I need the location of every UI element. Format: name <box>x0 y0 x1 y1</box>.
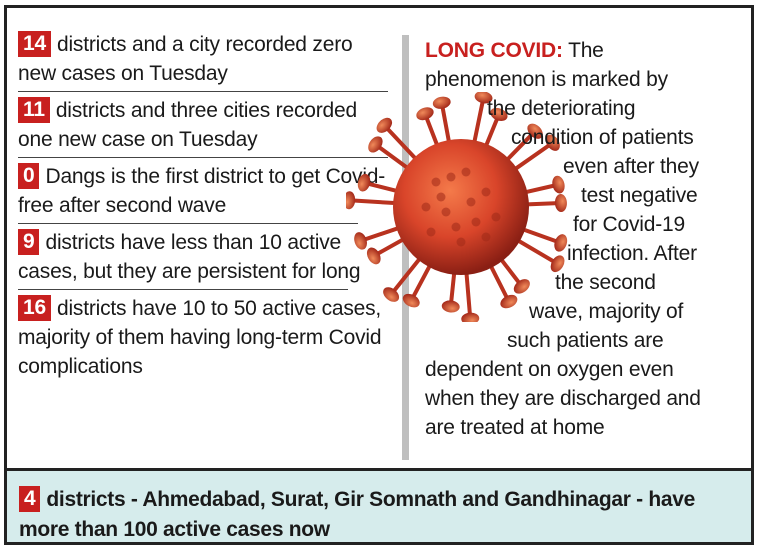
virus-surface-dot <box>436 192 446 202</box>
stat-number-badge: 0 <box>18 163 40 189</box>
long-covid-line: dependent on oxygen even <box>425 358 674 381</box>
stat-item: 16 districts have 10 to 50 active cases, … <box>18 294 388 385</box>
virus-spike-tip <box>441 300 460 313</box>
virus-spike-tip <box>550 255 565 273</box>
virus-surface-dot <box>481 187 491 197</box>
virus-spike-tip <box>354 232 367 250</box>
virus-spike-stem <box>389 251 426 297</box>
virus-body <box>393 139 529 275</box>
long-covid-line: the second <box>555 271 656 294</box>
virus-spike-tip <box>474 92 493 104</box>
virus-spike-tip <box>432 96 451 109</box>
long-covid-line: condition of patients <box>511 126 694 149</box>
long-covid-line: even after they <box>563 155 699 178</box>
stat-text: districts and a city recorded zero new c… <box>18 33 353 85</box>
virus-spike-stem <box>463 264 473 321</box>
virus-spike-tip <box>554 194 567 212</box>
long-covid-line: for Covid-19 <box>573 213 685 236</box>
coronavirus-illustration-icon <box>346 92 576 322</box>
long-covid-line: are treated at home <box>425 416 605 439</box>
coronavirus-svg <box>346 92 568 322</box>
virus-spike-stem <box>347 198 404 206</box>
virus-surface-dot <box>491 212 501 222</box>
virus-spike-tip <box>513 279 530 294</box>
virus-spike-tip <box>368 136 383 153</box>
virus-surface-dot <box>461 167 471 177</box>
virus-surface-dot <box>466 197 476 207</box>
virus-surface-dot <box>456 237 466 247</box>
long-covid-line: the deteriorating <box>487 97 636 120</box>
virus-spike-tip <box>376 117 393 133</box>
long-covid-line: LONG COVID: The <box>425 36 745 65</box>
stat-text: districts have less than 10 active cases… <box>18 231 361 283</box>
virus-surface-dot <box>431 177 441 187</box>
virus-surface-dot <box>421 202 431 212</box>
stats-list: 14 districts and a city recorded zero new… <box>18 30 388 389</box>
virus-surface-dot <box>441 207 451 217</box>
stat-item: 9 districts have less than 10 active case… <box>18 228 388 290</box>
virus-spike-tip <box>357 173 371 192</box>
stat-item: 11 districts and three cities recorded on… <box>18 96 388 158</box>
virus-spike-tip <box>383 287 400 302</box>
column-divider <box>402 35 409 460</box>
long-covid-text: The <box>568 39 604 62</box>
virus-surface-dot <box>481 232 491 242</box>
virus-spike-tip <box>545 134 560 151</box>
stat-text: districts have 10 to 50 active cases, ma… <box>18 297 382 378</box>
virus-spike-tip <box>527 123 543 139</box>
stat-item: 0 Dangs is the first district to get Covi… <box>18 162 388 224</box>
virus-spike-tip <box>402 293 420 308</box>
virus-surface-dot <box>471 217 481 227</box>
stat-text: districts and three cities recorded one … <box>18 99 357 151</box>
footer-text: districts - Ahmedabad, Surat, Gir Somnat… <box>19 488 696 541</box>
footer-band: 4 districts - Ahmedabad, Surat, Gir Somna… <box>7 468 751 542</box>
virus-spike-tip <box>461 312 480 322</box>
virus-spike-stem <box>471 95 486 151</box>
long-covid-line: infection. After <box>567 242 697 265</box>
virus-spike-tip <box>554 234 568 252</box>
virus-spike-tip <box>366 247 381 265</box>
virus-surface-dot <box>451 222 461 232</box>
long-covid-line: test negative <box>581 184 698 207</box>
stat-number-badge: 9 <box>18 229 40 255</box>
long-covid-heading: LONG COVID: <box>425 39 563 62</box>
virus-surface-dot <box>426 227 436 237</box>
virus-spike-tip <box>346 191 356 210</box>
footer-number-badge: 4 <box>19 486 41 512</box>
stat-number-badge: 14 <box>18 31 51 57</box>
virus-spike-tip <box>500 294 518 309</box>
infographic-frame: 14 districts and a city recorded zero new… <box>4 5 754 545</box>
virus-spike-tip <box>552 175 565 194</box>
virus-surface-dot <box>446 172 456 182</box>
footer-text-block: 4 districts - Ahmedabad, Surat, Gir Somna… <box>19 485 739 542</box>
stat-item: 14 districts and a city recorded zero new… <box>18 30 388 92</box>
long-covid-line: wave, majority of <box>529 300 684 323</box>
virus-spike-stem <box>382 123 422 166</box>
virus-spike-stem <box>510 235 560 266</box>
long-covid-line: when they are discharged and <box>425 387 701 410</box>
long-covid-note: LONG COVID: The phenomenon is marked by … <box>425 36 745 442</box>
stat-number-badge: 16 <box>18 295 51 321</box>
stat-text: Dangs is the first district to get Covid… <box>18 165 386 217</box>
long-covid-line: such patients are <box>507 329 664 352</box>
stat-number-badge: 11 <box>18 97 50 123</box>
virus-spike-stem <box>508 140 555 175</box>
virus-spike-tip <box>490 107 508 121</box>
virus-spike-tip <box>416 107 434 121</box>
long-covid-line: phenomenon is marked by <box>425 68 668 91</box>
